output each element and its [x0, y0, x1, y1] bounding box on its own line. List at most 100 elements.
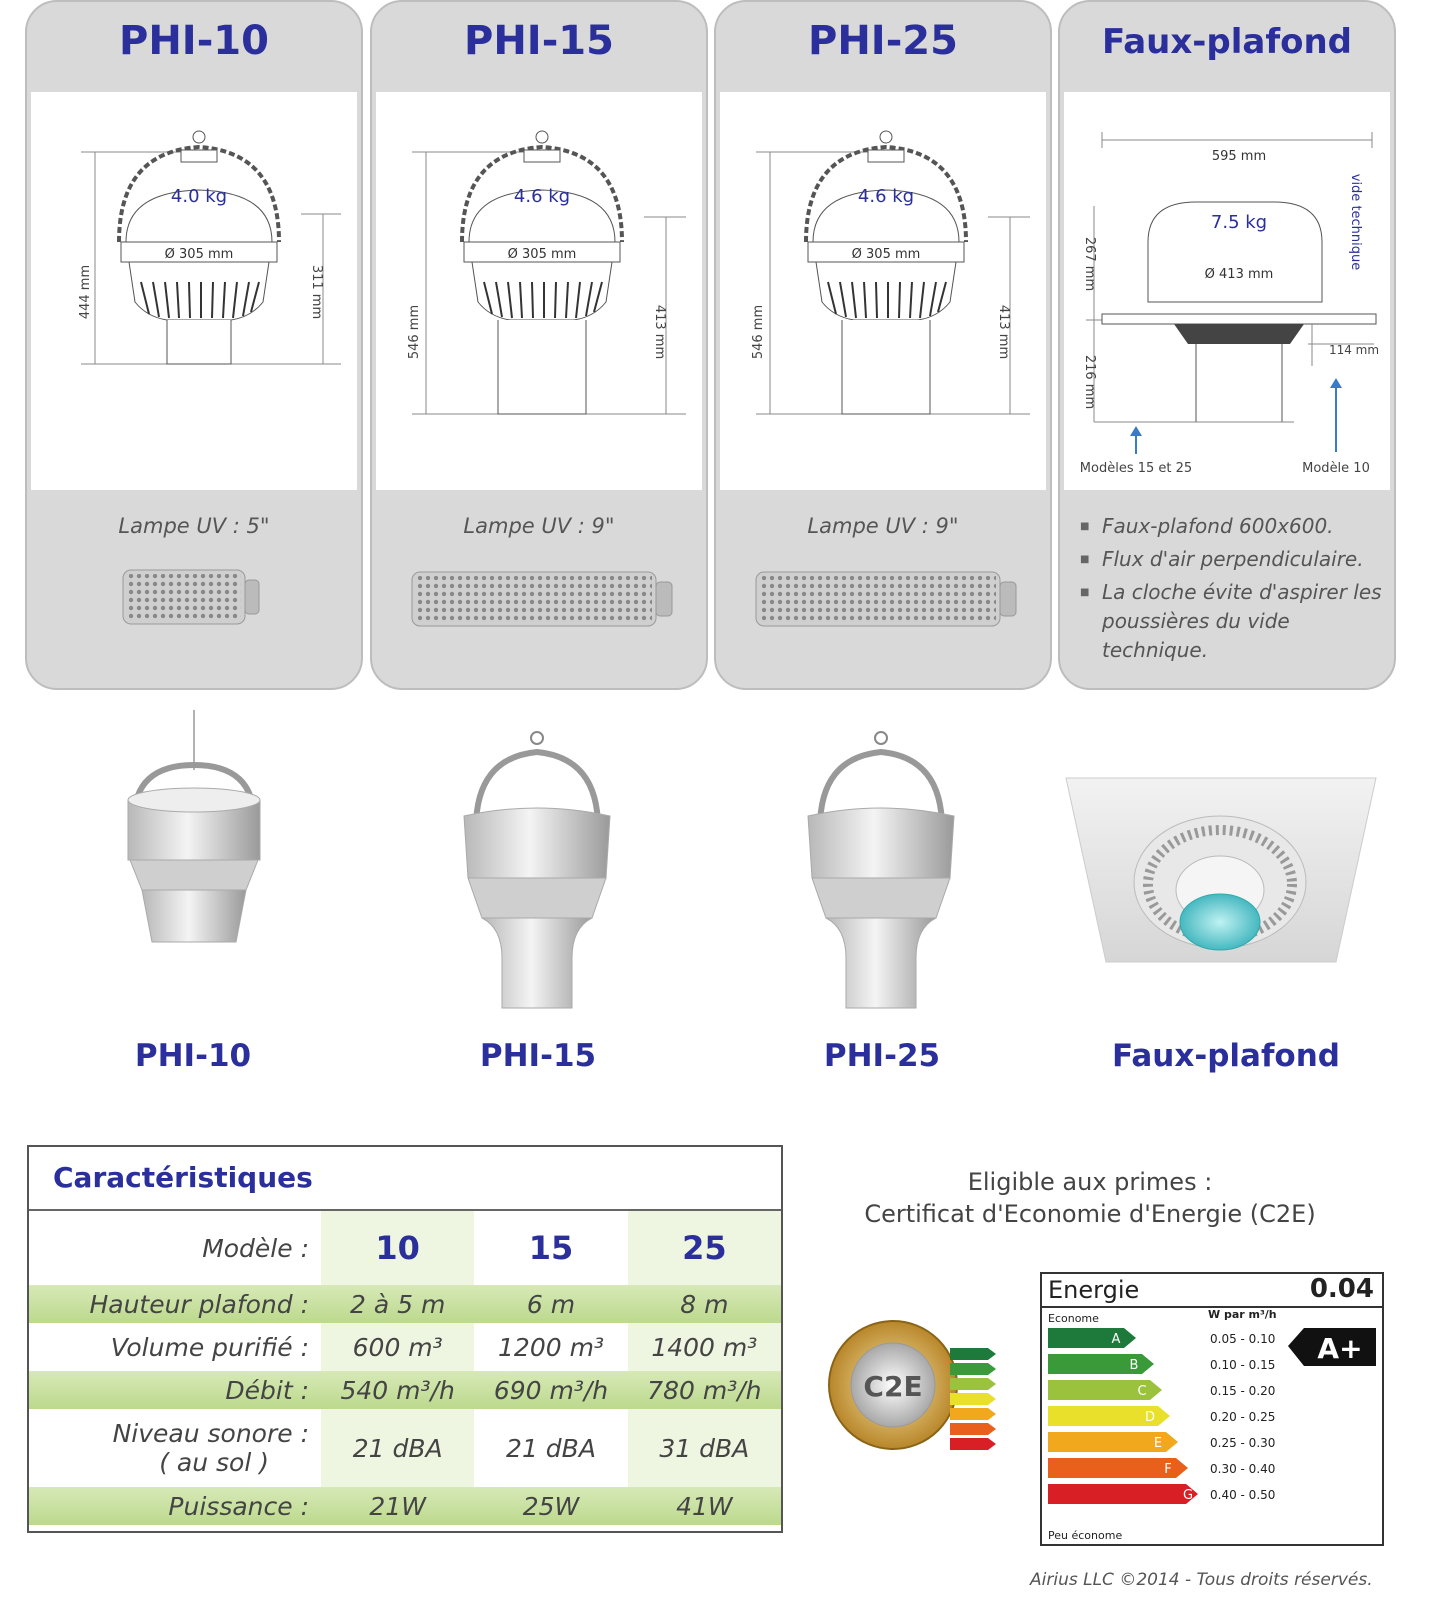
card-title: Faux-plafond	[1101, 22, 1353, 62]
cell-value: 1400 m³	[627, 1323, 781, 1371]
height-total: 546 mm	[407, 305, 422, 359]
peu-econome-label: Peu économe	[1048, 1529, 1123, 1542]
energy-class-bar: F 0.30 - 0.40	[1048, 1458, 1275, 1478]
product-name: PHI-10	[134, 1038, 252, 1074]
table-row: Hauteur plafond : 2 à 5 m 6 m 8 m	[29, 1285, 781, 1323]
eligibility-line: Certificat d'Economie d'Energie (C2E)	[864, 1200, 1316, 1228]
rating-text: A+	[1317, 1332, 1362, 1365]
energy-class-bar: C 0.15 - 0.20	[1048, 1380, 1275, 1400]
card-title: PHI-15	[464, 18, 614, 64]
cell-value: 1200 m³	[498, 1332, 604, 1362]
class-range: 0.15 - 0.20	[1210, 1384, 1275, 1398]
energy-title: Energie	[1048, 1276, 1140, 1304]
divider	[29, 1209, 781, 1211]
energy-arrows-icon	[950, 1348, 996, 1450]
row-label: Hauteur plafond :	[89, 1289, 309, 1319]
product-image-phi-25	[807, 731, 955, 1009]
diameter-label: Ø 305 mm	[165, 247, 234, 262]
product-image-faux-plafond	[1065, 777, 1377, 963]
energy-label: Energie 0.04 Econome W par m³/h A 0.05 -…	[1040, 1272, 1384, 1546]
features-list: Faux-plafond 600x600. Flux d'air perpend…	[1080, 512, 1384, 669]
class-letter: E	[1154, 1436, 1162, 1451]
cell-value: 600 m³	[321, 1323, 475, 1371]
height-total: 444 mm	[78, 265, 93, 319]
product-image-phi-15	[463, 731, 611, 1009]
uv-lamp-image	[411, 571, 673, 627]
class-letter: F	[1164, 1462, 1171, 1477]
energy-class-bar: B 0.10 - 0.15	[1048, 1354, 1275, 1374]
table-row: Niveau sonore : ( au sol ) 21 dBA 21 dBA…	[29, 1409, 781, 1487]
cell-value: 21W	[369, 1491, 426, 1521]
table-row: Modèle : 10 15 25	[29, 1211, 781, 1285]
row-label: Niveau sonore : ( au sol )	[29, 1409, 321, 1487]
energy-class-bar: G 0.40 - 0.50	[1048, 1484, 1275, 1504]
rating-badge: A+	[1288, 1328, 1376, 1366]
weight-label: 4.6 kg	[858, 186, 914, 207]
class-letter: A	[1112, 1332, 1121, 1347]
energy-class-bar: D 0.20 - 0.25	[1048, 1406, 1275, 1426]
height-body: 311 mm	[309, 265, 324, 319]
diameter-label: Ø 305 mm	[508, 247, 577, 262]
card-phi-15: PHI-15 546 mm 413 mm 4.6 kg Ø 305 mm L	[370, 0, 708, 690]
dimension-diagram: 595 mm vide technique 267 mm 216 mm 7.5 …	[1064, 92, 1390, 490]
specifications-title: Caractéristiques	[53, 1161, 313, 1194]
unit-label: W par m³/h	[1208, 1308, 1277, 1321]
height-body: 413 mm	[996, 305, 1011, 359]
class-range: 0.20 - 0.25	[1210, 1410, 1275, 1424]
model-value: 10	[321, 1211, 475, 1285]
height-total: 546 mm	[751, 305, 766, 359]
energy-value: 0.04	[1309, 1274, 1374, 1304]
class-range: 0.30 - 0.40	[1210, 1462, 1275, 1476]
cell-value: 780 m³/h	[647, 1375, 762, 1405]
energy-class-bar: A 0.05 - 0.10	[1048, 1328, 1275, 1348]
feature-item: La cloche évite d'aspirer les poussières…	[1080, 578, 1384, 665]
cell-value: 21 dBA	[506, 1433, 596, 1463]
height-top: 267 mm	[1082, 237, 1097, 291]
class-letter: B	[1130, 1358, 1139, 1373]
table-row: Puissance : 21W 25W 41W	[29, 1487, 781, 1525]
card-phi-10: PHI-10 444 mm 311 mm 4.0 kg Ø 305 mm L	[25, 0, 363, 690]
class-range: 0.10 - 0.15	[1210, 1358, 1275, 1372]
product-image-phi-10	[127, 710, 261, 943]
product-name: Faux-plafond	[1112, 1038, 1340, 1074]
table-row: Volume purifié : 600 m³ 1200 m³ 1400 m³	[29, 1323, 781, 1371]
product-name: PHI-15	[479, 1038, 597, 1074]
uv-lamp-image	[755, 571, 1017, 627]
card-faux-plafond: Faux-plafond 595 mm vide technique 267 m…	[1058, 0, 1396, 690]
lamp-label: Lampe UV : 9"	[463, 514, 615, 538]
row-label-sub: ( au sol )	[159, 1448, 269, 1477]
cell-value: 21 dBA	[321, 1409, 475, 1487]
row-label: Modèle :	[202, 1233, 309, 1263]
lamp-label: Lampe UV : 5"	[118, 514, 270, 538]
weight-label: 4.6 kg	[514, 186, 570, 207]
row-label: Débit :	[225, 1375, 309, 1405]
row-label: Volume purifié :	[110, 1332, 309, 1362]
class-range: 0.05 - 0.10	[1210, 1332, 1275, 1346]
cell-value: 690 m³/h	[493, 1375, 609, 1405]
copyright: Airius LLC ©2014 - Tous droits réservés.	[1030, 1570, 1373, 1590]
eligibility-line: Eligible aux primes :	[967, 1168, 1213, 1196]
diameter-label: Ø 305 mm	[852, 247, 921, 262]
height-bottom: 216 mm	[1082, 355, 1097, 409]
label-model-10: Modèle 10	[1302, 461, 1370, 476]
row-label: Puissance :	[168, 1491, 309, 1521]
energy-scale: A 0.05 - 0.10 B 0.10 - 0.15 C 0.15 - 0.2…	[1048, 1328, 1376, 1504]
model-value: 15	[528, 1229, 574, 1267]
specifications-table: Caractéristiques Modèle : 10 15 25 Haute…	[27, 1145, 783, 1533]
width-label: 595 mm	[1212, 149, 1266, 164]
weight-label: 4.0 kg	[171, 186, 227, 207]
class-range: 0.40 - 0.50	[1210, 1488, 1275, 1502]
label-models-15-25: Modèles 15 et 25	[1080, 461, 1192, 476]
cell-value: 8 m	[680, 1289, 729, 1319]
class-letter: C	[1137, 1384, 1146, 1399]
dimension-diagram: 546 mm 413 mm 4.6 kg Ø 305 mm	[720, 92, 1046, 490]
dimension-diagram: 444 mm 311 mm 4.0 kg Ø 305 mm	[31, 92, 357, 490]
lamp-label: Lampe UV : 9"	[807, 514, 959, 538]
cell-value: 2 à 5 m	[350, 1289, 446, 1319]
class-range: 0.25 - 0.30	[1210, 1436, 1275, 1450]
divider	[1042, 1306, 1382, 1308]
height-body: 413 mm	[652, 305, 667, 359]
uv-lamp-image	[122, 569, 260, 625]
card-phi-25: PHI-25 546 mm 413 mm 4.6 kg Ø 305 mm L	[714, 0, 1052, 690]
product-name: PHI-25	[823, 1038, 941, 1074]
